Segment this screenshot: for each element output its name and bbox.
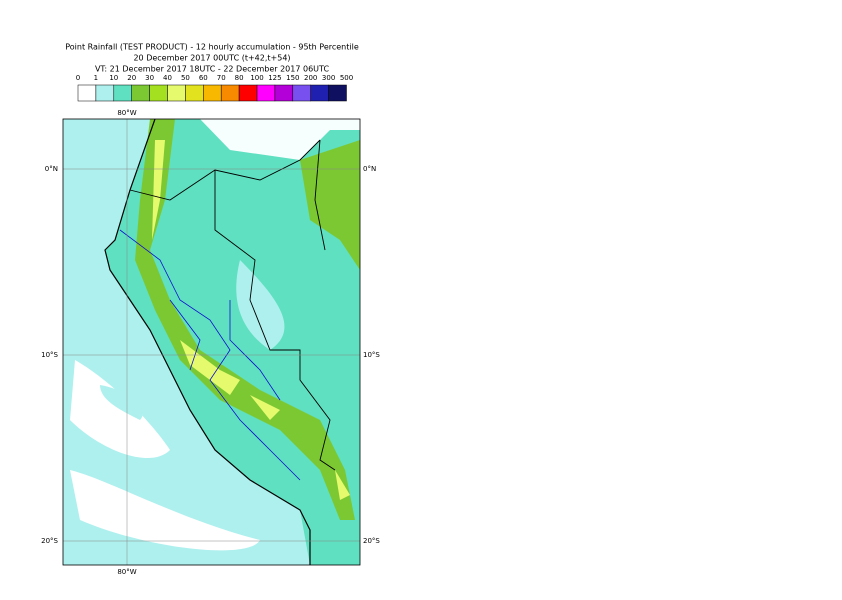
legend-label: 10 — [109, 74, 118, 82]
legend-swatch — [185, 84, 204, 102]
lon-label: 80°W — [117, 109, 136, 117]
legend-swatch — [238, 84, 258, 102]
legend-swatch — [167, 84, 186, 102]
legend-label: 500 — [340, 74, 353, 82]
legend-swatch — [203, 84, 222, 102]
legend-swatch — [77, 84, 97, 102]
graticule — [63, 119, 360, 565]
legend-label: 70 — [217, 74, 226, 82]
lat-label: 20°S — [41, 537, 58, 545]
lat-label: 10°S — [41, 351, 58, 359]
legend-swatch — [328, 84, 347, 102]
base-time: 20 December 2017 00UTC (t+42,t+54) — [133, 54, 290, 63]
legend-swatch — [256, 84, 276, 102]
lat-label: 20°S — [363, 537, 380, 545]
legend-label: 1 — [94, 74, 98, 82]
lat-label: 0°N — [363, 165, 376, 173]
legend-label: 100 — [250, 74, 263, 82]
legend-label: 300 — [322, 74, 335, 82]
legend-swatch — [113, 84, 132, 102]
legend-swatch — [310, 84, 329, 102]
lon-label: 80°W — [117, 568, 136, 576]
legend-label: 20 — [127, 74, 136, 82]
map — [63, 119, 360, 565]
legend-swatch — [292, 84, 311, 102]
legend-label: 60 — [199, 74, 208, 82]
legend-label: 40 — [163, 74, 172, 82]
legend: 0 1 10 20 30 40 50 60 70 80 100 125 150 200 300 500 — [76, 74, 353, 102]
legend-swatch — [95, 84, 115, 102]
legend-label: 30 — [145, 74, 154, 82]
legend-label: 0 — [76, 74, 80, 82]
map-frame — [62, 118, 361, 566]
legend-label: 150 — [286, 74, 299, 82]
legend-label: 80 — [235, 74, 244, 82]
legend-label: 50 — [181, 74, 190, 82]
lat-label: 0°N — [45, 165, 58, 173]
legend-label: 200 — [304, 74, 317, 82]
legend-label: 125 — [268, 74, 281, 82]
legend-swatch — [149, 84, 168, 102]
legend-swatch — [131, 84, 150, 102]
legend-swatch — [274, 84, 294, 102]
lat-label: 10°S — [363, 351, 380, 359]
map-labels: 0°N 0°N 10°S 10°S 20°S 20°S 80°W 80°W — [41, 109, 380, 576]
legend-swatch — [220, 84, 240, 102]
title: Point Rainfall (TEST PRODUCT) - 12 hourl… — [65, 43, 359, 52]
valid-time: VT: 21 December 2017 18UTC - 22 December… — [95, 65, 329, 74]
